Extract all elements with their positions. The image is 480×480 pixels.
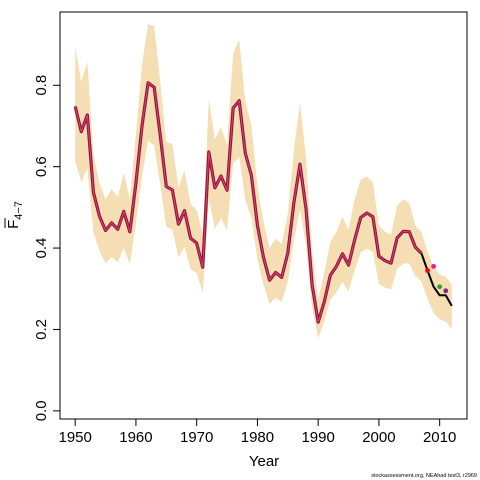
x-axis: 1950 1960 1970 1980 1990 2000 2010: [58, 419, 456, 446]
footnote: stockassessment.org, NEAhad test3, r2969: [371, 473, 477, 479]
retro-point: [425, 268, 430, 273]
x-tick-label: 1980: [241, 429, 274, 446]
y-tick-label: 0.8: [33, 75, 50, 96]
forecast-line: [420, 253, 453, 307]
svg-text:F4−7: F4−7: [5, 201, 25, 229]
x-tick-label: 1970: [180, 429, 213, 446]
x-axis-title: Year: [249, 453, 279, 470]
series-line-layer: [73, 81, 453, 324]
x-tick-label: 1960: [119, 429, 152, 446]
retro-point-layer: [425, 263, 449, 294]
y-axis-title-main: F: [5, 220, 22, 229]
retro-point: [437, 284, 443, 290]
plot-frame: [59, 11, 468, 420]
estimate-line-highlight: [74, 82, 422, 323]
y-tick-label: 0.2: [33, 319, 50, 340]
y-axis-title: F4−7: [4, 201, 25, 229]
confidence-band: [75, 24, 452, 339]
confidence-band-layer: [75, 24, 452, 339]
x-tick-label: 1950: [58, 429, 91, 446]
y-axis: 0.0 0.2 0.4 0.6 0.8: [33, 75, 60, 421]
y-tick-label: 0.0: [33, 400, 50, 421]
y-tick-label: 0.6: [33, 156, 50, 177]
y-tick-label: 0.4: [33, 238, 50, 259]
y-axis-title-subscript: 4−7: [13, 201, 25, 220]
retro-point: [431, 263, 436, 269]
x-tick-label: 2010: [423, 429, 456, 446]
x-tick-label: 2000: [362, 429, 395, 446]
retro-point: [443, 288, 449, 294]
x-tick-label: 1990: [301, 429, 334, 446]
